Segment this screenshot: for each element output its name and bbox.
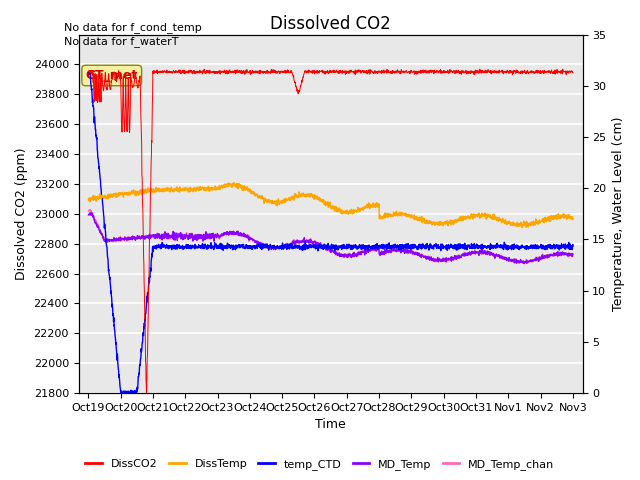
- Title: Dissolved CO2: Dissolved CO2: [270, 15, 391, 33]
- Text: No data for f_waterT: No data for f_waterT: [64, 36, 179, 47]
- Legend: DissCO2, DissTemp, temp_CTD, MD_Temp, MD_Temp_chan: DissCO2, DissTemp, temp_CTD, MD_Temp, MD…: [81, 455, 559, 474]
- Text: No data for f_cond_temp: No data for f_cond_temp: [64, 22, 202, 33]
- Y-axis label: Dissolved CO2 (ppm): Dissolved CO2 (ppm): [15, 147, 28, 280]
- Y-axis label: Temperature, Water Level (cm): Temperature, Water Level (cm): [612, 117, 625, 311]
- X-axis label: Time: Time: [316, 419, 346, 432]
- Text: GT_met: GT_met: [86, 69, 138, 82]
